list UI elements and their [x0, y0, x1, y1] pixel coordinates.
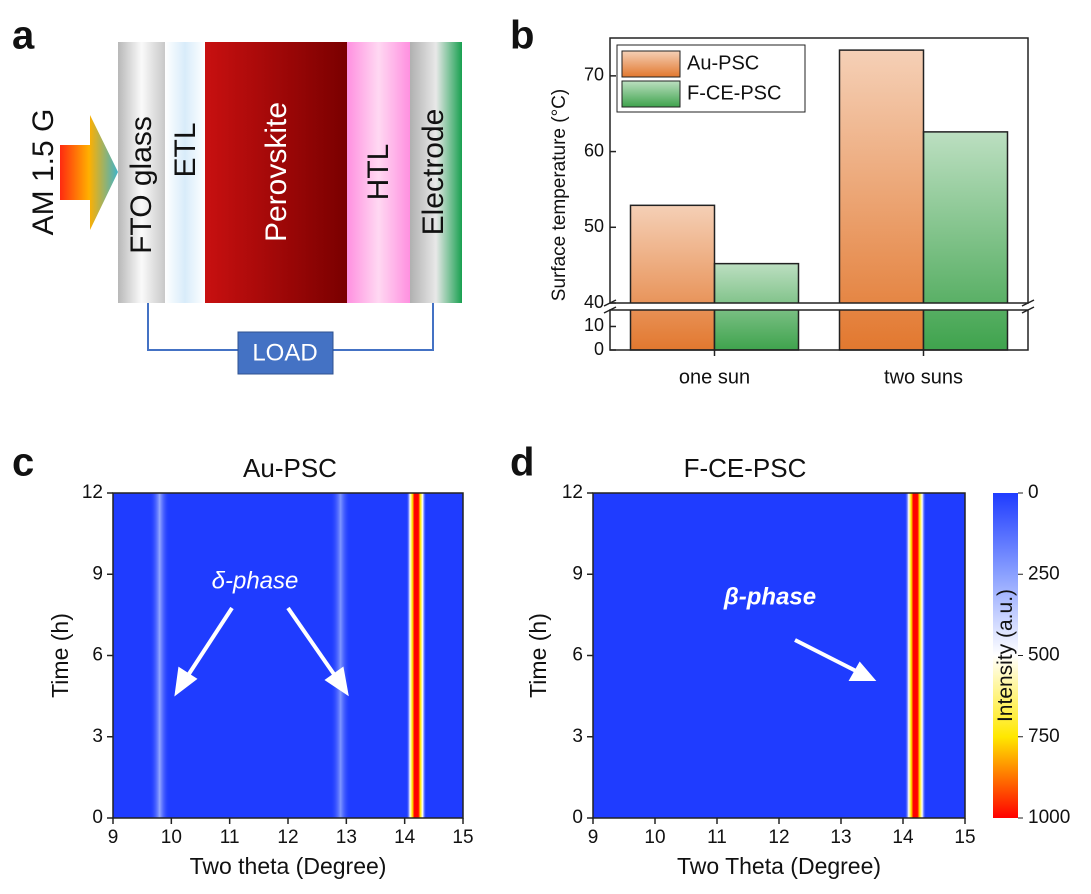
x-tick-label: 9 — [108, 827, 119, 848]
bar — [629, 204, 716, 351]
plot-frame — [609, 309, 1029, 351]
panel-label: d — [510, 441, 534, 485]
light-label: AM 1.5 G — [27, 109, 60, 236]
light-arrow — [60, 115, 118, 230]
x-axis-label: Two Theta (Degree) — [677, 853, 881, 879]
y-tick-label: 12 — [562, 482, 583, 503]
y-tick-label: 0 — [572, 807, 583, 828]
layer-label: Perovskite — [260, 102, 293, 242]
load-label: LOAD — [252, 339, 317, 366]
colorbar — [993, 493, 1018, 818]
panel-label: b — [510, 14, 534, 58]
x-tick-label: two suns — [884, 366, 963, 388]
layer-label: HTL — [362, 144, 395, 201]
y-tick-label: 40 — [584, 292, 604, 312]
layer — [205, 42, 347, 303]
y-tick-label: 6 — [92, 645, 103, 666]
x-tick-label: 12 — [277, 827, 298, 848]
colorbar-label: Intensity (a.u.) — [994, 589, 1017, 722]
x-tick-label: 14 — [892, 827, 914, 848]
x-tick-label: 15 — [954, 827, 975, 848]
x-axis-label: Two theta (Degree) — [190, 853, 387, 879]
layer — [410, 42, 462, 303]
panel-label: a — [12, 14, 35, 58]
y-tick-label: 50 — [584, 216, 604, 236]
axis-break — [604, 303, 1034, 310]
heatmap-background — [113, 493, 463, 818]
y-tick-label: 0 — [594, 339, 604, 359]
layer-label: Electrode — [417, 109, 450, 236]
legend-label: Au-PSC — [687, 52, 759, 74]
y-tick-label: 0 — [92, 807, 103, 828]
y-tick-label: 9 — [572, 563, 583, 584]
x-tick-label: 11 — [707, 827, 727, 848]
y-tick-label: 12 — [82, 482, 103, 503]
peak-band — [904, 493, 926, 818]
annotation: β-phase — [723, 583, 816, 610]
panel-label: c — [12, 441, 34, 485]
layer — [347, 42, 410, 303]
colorbar-tick-label: 0 — [1028, 482, 1039, 503]
chart-title: F-CE-PSC — [684, 453, 807, 483]
x-tick-label: 12 — [768, 827, 789, 848]
heatmap-background — [593, 493, 965, 818]
x-tick-label: 10 — [644, 827, 665, 848]
plot-frame — [609, 37, 1029, 304]
x-tick-label: 13 — [830, 827, 851, 848]
colorbar-tick-label: 1000 — [1028, 807, 1070, 828]
legend-swatch — [621, 80, 681, 108]
y-axis-label: Time (h) — [47, 613, 73, 698]
colorbar-tick-label: 750 — [1028, 726, 1060, 747]
layer-label: FTO glass — [125, 116, 158, 254]
y-tick-label: 10 — [584, 315, 604, 335]
annotation: δ-phase — [212, 567, 299, 594]
y-axis-label: Time (h) — [525, 613, 551, 698]
y-tick-label: 9 — [92, 563, 103, 584]
y-tick-label: 3 — [92, 726, 103, 747]
peak-band — [330, 493, 351, 818]
annotation-arrows — [174, 606, 877, 697]
load-box — [237, 331, 334, 375]
bar — [922, 131, 1009, 351]
colorbar-tick-label: 500 — [1028, 645, 1060, 666]
x-tick-label: 9 — [588, 827, 599, 848]
y-axis-label: Surface temperature (°C) — [549, 89, 570, 301]
peak-band — [149, 493, 170, 818]
legend-label: F-CE-PSC — [687, 82, 781, 104]
peak-band — [406, 493, 427, 818]
colorbar-tick-label: 250 — [1028, 563, 1060, 584]
y-tick-label: 3 — [572, 726, 583, 747]
y-tick-label: 70 — [584, 65, 604, 85]
y-tick-label: 60 — [584, 140, 604, 160]
x-tick-label: 11 — [220, 827, 240, 848]
layer — [165, 42, 205, 303]
chart-title: Au-PSC — [243, 453, 337, 483]
x-tick-label: 10 — [161, 827, 182, 848]
y-tick-label: 6 — [572, 645, 583, 666]
x-tick-label: 13 — [336, 827, 357, 848]
legend-swatch — [621, 50, 681, 78]
layer — [118, 42, 165, 303]
layer-label: ETL — [169, 122, 202, 177]
x-tick-label: 15 — [452, 827, 473, 848]
x-tick-label: one sun — [679, 366, 750, 388]
x-tick-label: 14 — [394, 827, 416, 848]
